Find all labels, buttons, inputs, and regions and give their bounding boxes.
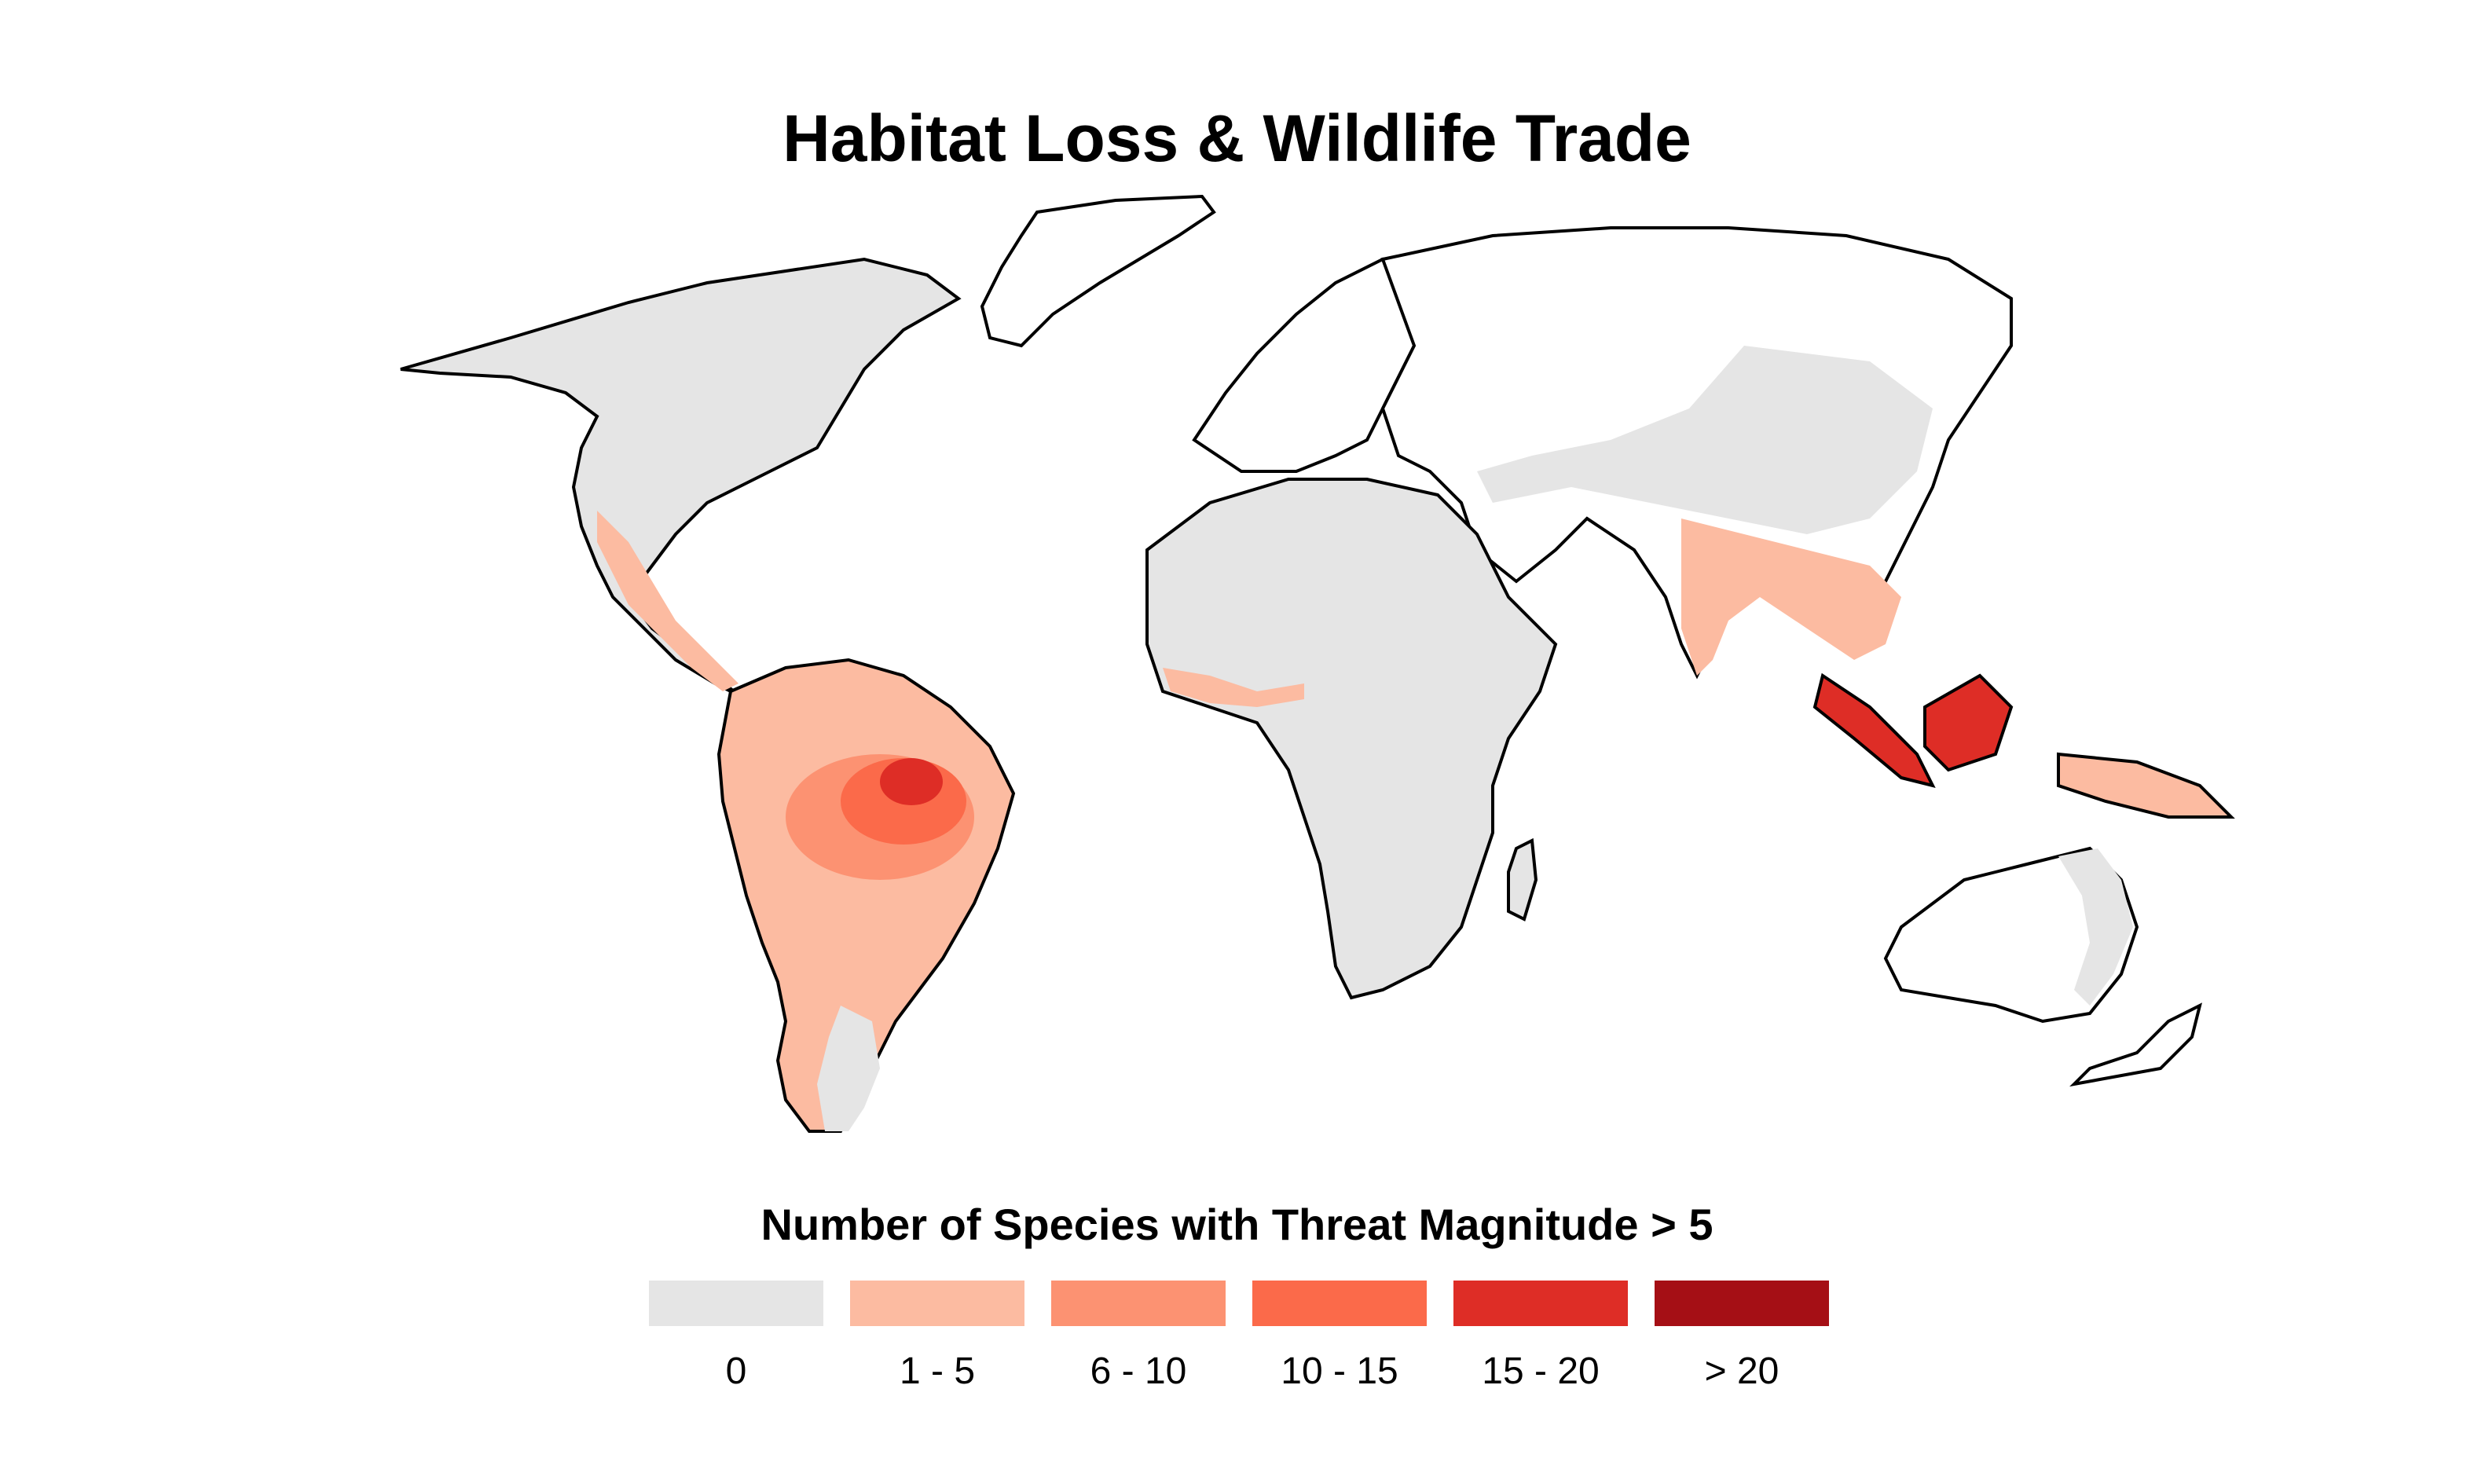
legend-item: > 20 — [1655, 1281, 1829, 1392]
legend-label: 1 - 5 — [899, 1350, 976, 1392]
legend-swatch — [649, 1281, 823, 1326]
south-asia-threat — [1681, 518, 1901, 676]
australia — [1883, 846, 2139, 1024]
legend-swatch — [1655, 1281, 1829, 1326]
new-zealand — [2069, 1002, 2202, 1087]
legend-item: 0 — [649, 1281, 823, 1392]
legend: 0 1 - 5 6 - 10 10 - 15 15 - 20 > 20 — [649, 1281, 1835, 1392]
greenland — [980, 194, 1216, 348]
africa — [1145, 478, 1558, 1000]
legend-swatch — [1453, 1281, 1628, 1326]
amazon-core — [880, 758, 943, 805]
legend-swatch — [1051, 1281, 1226, 1326]
legend-label: 15 - 20 — [1482, 1350, 1600, 1392]
indonesia — [1812, 672, 1936, 788]
legend-label: 6 - 10 — [1090, 1350, 1187, 1392]
madagascar — [1507, 837, 1538, 922]
legend-title: Number of Species with Threat Magnitude … — [761, 1200, 1713, 1249]
south-america-south — [817, 1006, 880, 1131]
new-guinea — [2057, 752, 2235, 819]
australia-east-grey — [2058, 848, 2133, 1006]
legend-item: 10 - 15 — [1252, 1281, 1427, 1392]
legend-label: > 20 — [1704, 1350, 1779, 1392]
legend-item: 6 - 10 — [1051, 1281, 1226, 1392]
legend-item: 15 - 20 — [1453, 1281, 1628, 1392]
legend-label: 0 — [725, 1350, 747, 1392]
central-america-threat — [597, 511, 739, 691]
borneo — [1923, 673, 2014, 772]
map-title: Habitat Loss & Wildlife Trade — [783, 101, 1691, 175]
asia-grey — [1477, 346, 1933, 534]
west-africa-threat — [1163, 668, 1304, 707]
legend-swatch — [1252, 1281, 1427, 1326]
legend-swatch — [850, 1281, 1024, 1326]
legend-item: 1 - 5 — [850, 1281, 1024, 1392]
legend-label: 10 - 15 — [1281, 1350, 1398, 1392]
